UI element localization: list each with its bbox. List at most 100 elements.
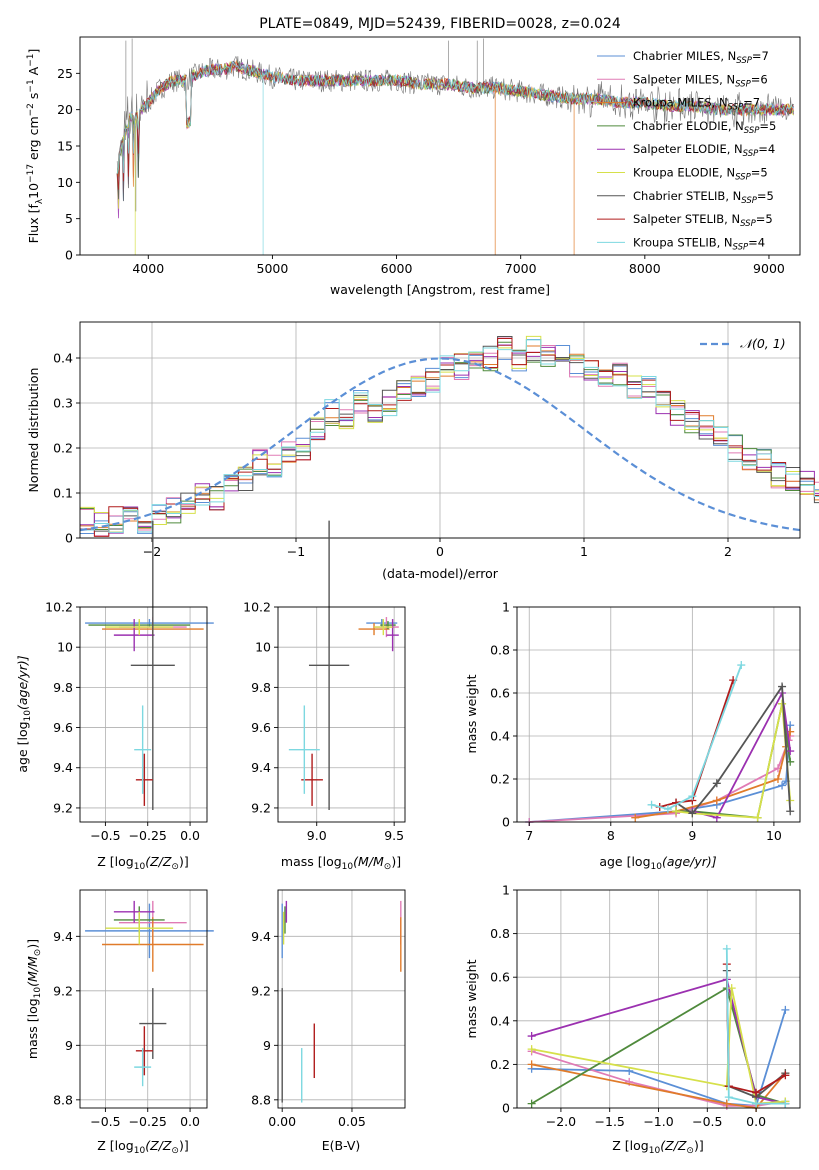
x-tick-label: 2 [724,544,732,559]
x-tick-label: 0.0 [180,1114,200,1129]
y-axis-label: Flux [fλ10−17 erg cm−2 s−1 A−1] [26,49,45,244]
axes-frame [79,889,208,1109]
y-tick-label: 9.4 [251,760,271,775]
y-tick-label: 9.4 [53,760,73,775]
x-axis-label: age [log10(age/yr)] [599,854,716,872]
x-tick-label: −1.0 [643,1114,673,1129]
errorbar-point [135,753,153,806]
spectrum-legend: Chabrier MILES, NSSP=7 Salpeter MILES, NS… [597,49,776,252]
errorbar-point [105,911,174,945]
y-tick-label: 9.8 [251,680,271,695]
y-axis-label: age [log10(age/yr)] [15,655,33,772]
errorbar-point [105,619,174,636]
x-tick-label: −2 [143,544,161,559]
y-tick-label: 10.2 [243,600,271,615]
plot-area-mass_vs_Z [85,900,214,1087]
x-tick-label: 6000 [381,261,413,276]
y-tick-label: 0 [502,1101,510,1116]
x-tick-label: 9.5 [384,828,404,843]
axes-mass_vs_ebv: 0.00 0.05 8.8 9 9.2 9.4 [251,889,406,1129]
x-tick-label: 7 [525,828,533,843]
y-tick-label: 0.8 [490,643,510,658]
weight-marker [752,1088,761,1097]
x-axis-label: Z [log10(Z/Z⊙)] [612,1138,703,1156]
legend-entry: Chabrier STELIB, NSSP=5 [633,189,774,206]
x-tick-label: −1 [287,544,305,559]
weight-marker [647,800,656,809]
weight-marker [527,1099,536,1108]
x-axis-label: (data-model)/error [382,566,499,581]
weight-marker [781,1071,790,1080]
legend-entry: 𝒩(0, 1) [740,336,786,351]
legend-entry: Salpeter ELODIE, NSSP=4 [633,142,775,159]
y-tick-label: 9.2 [251,983,271,998]
errorbar-point [102,917,204,972]
errorbar-point [386,619,399,652]
y-tick-label: 0.6 [490,970,510,985]
y-tick-label: 0.2 [490,1057,510,1072]
x-tick-label: 0.00 [268,1114,296,1129]
x-tick-label: −0.5 [90,1114,120,1129]
y-tick-label: 9.2 [53,800,73,815]
errorbar-point [288,705,320,794]
y-tick-label: 0 [65,531,73,546]
y-tick-label: 0.4 [53,351,73,366]
y-axis-label: mass weight [464,674,479,753]
weight-marker [778,781,787,790]
y-tick-label: 9.6 [53,720,73,735]
x-tick-label: 5000 [257,261,289,276]
weight-marker [781,1099,790,1108]
y-tick-label: 10 [57,175,73,190]
weight-marker [527,1045,536,1054]
weight-marker [712,779,721,788]
x-tick-label: −2.0 [546,1114,576,1129]
weight-marker [688,792,697,801]
x-axis-label: wavelength [Angstrom, rest frame] [330,282,550,297]
y-axis-label: Normed distribution [26,368,41,493]
weight-marker [737,661,746,670]
weight-marker [786,747,795,756]
x-tick-label: 4000 [132,261,164,276]
legend-entry: Kroupa MILES, NSSP=7 [633,96,760,113]
y-tick-label: 25 [57,66,73,81]
legend-entry: Salpeter STELIB, NSSP=5 [633,212,773,229]
weight-marker [781,1005,790,1014]
weight-marker [672,807,681,816]
errorbar-point [130,520,175,810]
plot-area-mass_vs_ebv [281,900,402,1103]
errorbar-point [139,988,167,1059]
x-tick-label: −0.25 [129,1114,167,1129]
y-axis-label: mass [log10(M/M⊙)] [25,939,43,1059]
legend-entry: Salpeter MILES, NSSP=6 [633,72,768,89]
weight-marker [752,1099,761,1108]
weight-marker [786,807,795,816]
gaussian-curve [79,357,801,532]
y-axis-label: mass weight [464,959,479,1038]
errorbar-point [85,619,214,628]
y-tick-label: 9.4 [53,929,73,944]
y-tick-label: 1 [502,600,510,615]
weight-marker [663,805,672,814]
x-tick-label: 7000 [505,261,537,276]
x-tick-label: 1 [580,544,588,559]
axes-frame [516,606,801,823]
errorbar-point [374,619,393,636]
histogram-series [80,341,819,531]
axes-mass_vs_Z: −0.5 0.0 −0.25 8.8 9 9.2 9.4 [53,889,214,1129]
x-tick-label: 9000 [753,261,785,276]
x-axis-label: E(B-V) [322,1138,361,1153]
errorbar-point [358,623,390,636]
y-tick-label: 8.8 [251,1092,271,1107]
weight-marker [631,813,640,822]
axes-spectrum: 4000 5000 6000 7000 8000 9000 0 5 10 15 20 25 [57,36,801,276]
axes-frame [277,606,406,823]
axes-frame [277,889,406,1109]
x-tick-label: −0.25 [129,828,167,843]
plot-area-residuals [79,335,819,537]
errorbar-point [134,1048,152,1087]
errorbar-point [135,1026,153,1076]
y-tick-label: 10 [57,640,73,655]
axes-age_vs_mass: 9.0 9.5 9.2 9.4 9.6 9.8 10 10.2 [243,520,406,843]
legend-entry: Chabrier MILES, NSSP=7 [633,49,769,66]
weight-marker [727,984,736,993]
